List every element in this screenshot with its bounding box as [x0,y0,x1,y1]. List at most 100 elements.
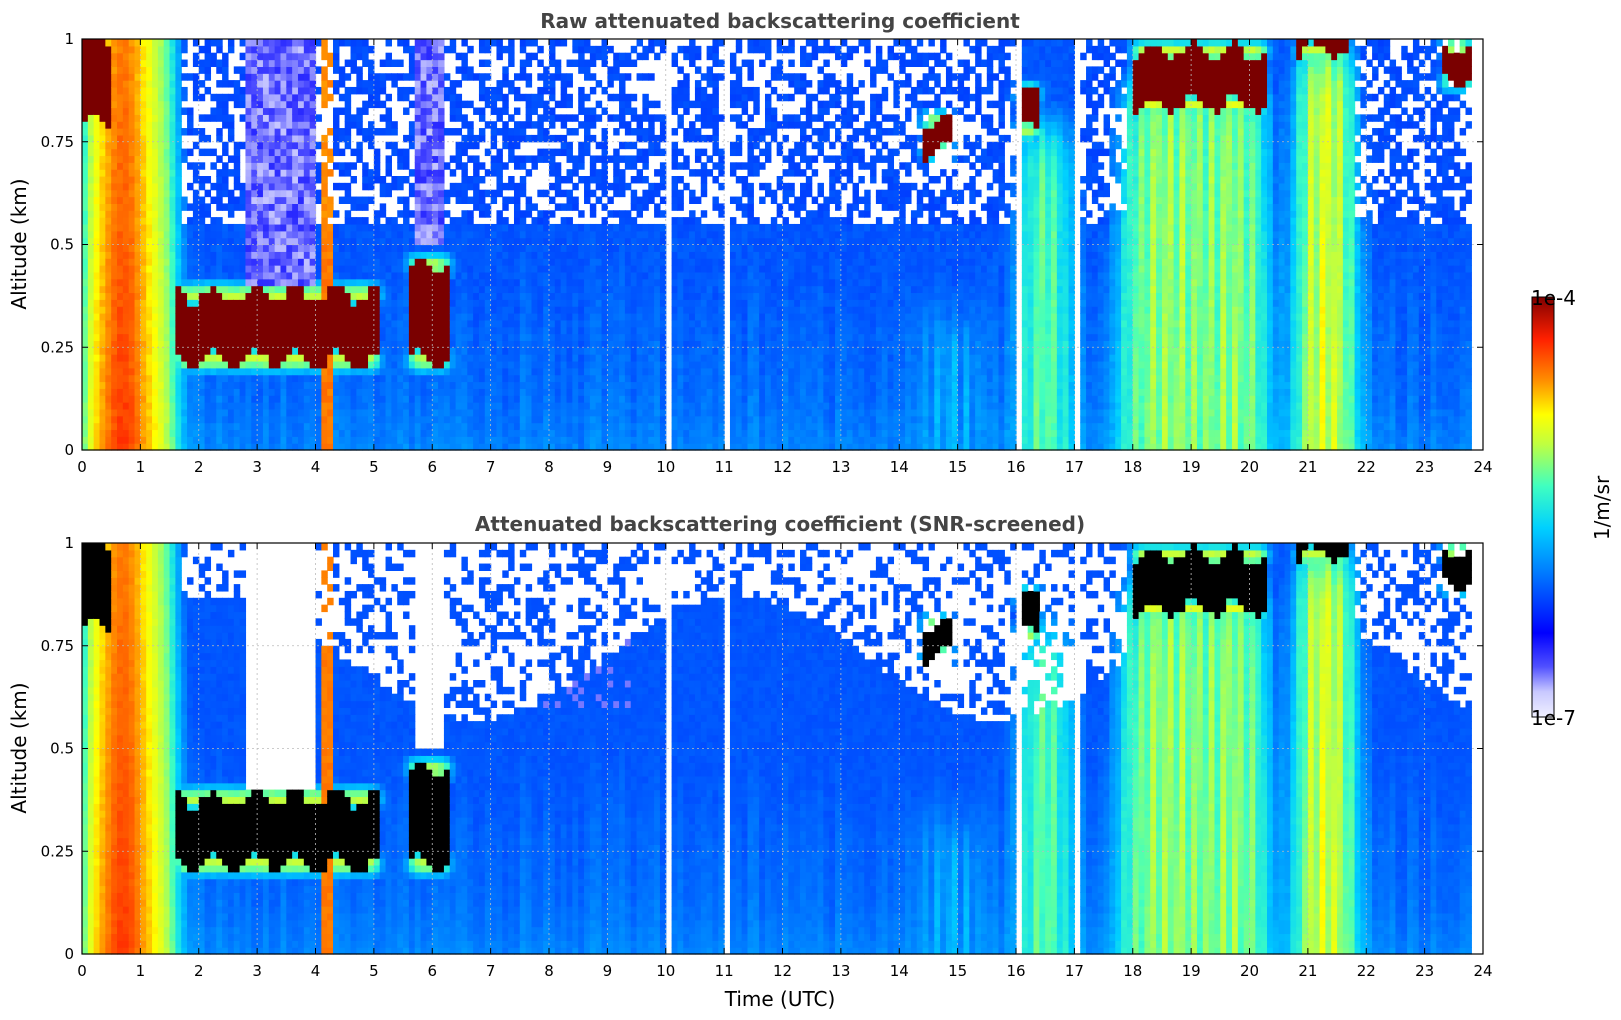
heatmap-cell [421,66,427,73]
heatmap-cell [461,436,467,443]
heatmap-cell [269,327,275,334]
heatmap-cell [140,313,146,320]
heatmap-cell [333,388,339,395]
heatmap-cell [508,251,514,258]
heatmap-cell [129,258,135,265]
heatmap-cell [140,306,146,313]
heatmap-cell [175,183,181,190]
heatmap-cell [631,60,637,67]
heatmap-cell [374,265,380,272]
heatmap-cell [82,80,88,87]
heatmap-cell [578,258,584,265]
heatmap-cell [607,258,613,265]
heatmap-cell [164,149,170,156]
heatmap-cell [316,279,322,286]
heatmap-cell [467,327,473,334]
heatmap-cell [526,39,532,46]
heatmap-cell [240,231,246,238]
heatmap-cell [561,231,567,238]
heatmap-cell [508,292,514,299]
heatmap-cell [245,87,251,94]
heatmap-cell [158,340,164,347]
heatmap-cell [345,265,351,272]
heatmap-cell [479,320,485,327]
heatmap-cell [537,60,543,67]
heatmap-cell [520,66,526,73]
heatmap-cell [496,80,502,87]
heatmap-cell [100,46,106,53]
heatmap-cell [631,251,637,258]
heatmap-cell [543,423,549,430]
heatmap-cell [339,375,345,382]
heatmap-cell [619,87,625,94]
heatmap-cell [473,224,479,231]
heatmap-cell [403,94,409,101]
heatmap-cell [298,101,304,108]
heatmap-cell [292,197,298,204]
heatmap-cell [327,382,333,389]
heatmap-cell [380,382,386,389]
heatmap-cell [187,183,193,190]
heatmap-cell [158,176,164,183]
heatmap-cell [432,251,438,258]
heatmap-cell [473,162,479,169]
heatmap-cell [432,402,438,409]
heatmap-cell [491,190,497,197]
heatmap-cell [292,402,298,409]
heatmap-cell [140,402,146,409]
heatmap-cell [170,238,176,245]
heatmap-cell [409,101,415,108]
heatmap-cell [637,347,643,354]
heatmap-cell [275,190,281,197]
heatmap-cell [555,286,561,293]
heatmap-cell [409,121,415,128]
heatmap-cell [561,121,567,128]
heatmap-cell [286,416,292,423]
heatmap-cell [491,361,497,368]
heatmap-cell [228,80,234,87]
heatmap-cell [263,135,269,142]
heatmap-cell [164,320,170,327]
heatmap-cell [187,203,193,210]
heatmap-cell [117,94,123,101]
heatmap-cell [175,436,181,443]
heatmap-cell [117,39,123,46]
heatmap-cell [205,114,211,121]
heatmap-cell [596,46,602,53]
heatmap-cell [450,128,456,135]
heatmap-cell [432,101,438,108]
heatmap-cell [187,73,193,80]
heatmap-cell [502,409,508,416]
heatmap-cell [292,258,298,265]
heatmap-cell [537,258,543,265]
heatmap-cell [234,176,240,183]
heatmap-cell [146,327,152,334]
heatmap-cell [164,313,170,320]
heatmap-cell [146,313,152,320]
heatmap-cell [467,375,473,382]
heatmap-cell [263,142,269,149]
heatmap-cell [555,306,561,313]
heatmap-cell [356,197,362,204]
heatmap-cell [421,128,427,135]
heatmap-cell [100,142,106,149]
heatmap-cell [158,217,164,224]
heatmap-cell [245,245,251,252]
heatmap-cell [117,388,123,395]
heatmap-cell [537,375,543,382]
heatmap-cell [187,382,193,389]
heatmap-cell [257,210,263,217]
heatmap-cell [584,94,590,101]
heatmap-cell [187,128,193,135]
heatmap-cell [123,73,129,80]
heatmap-cell [82,286,88,293]
heatmap-cell [94,245,100,252]
heatmap-cell [473,354,479,361]
heatmap-cell [531,354,537,361]
heatmap-cell [280,142,286,149]
heatmap-cell [432,416,438,423]
heatmap-cell [590,60,596,67]
heatmap-cell [100,258,106,265]
heatmap-cell [590,73,596,80]
heatmap-cell [129,114,135,121]
